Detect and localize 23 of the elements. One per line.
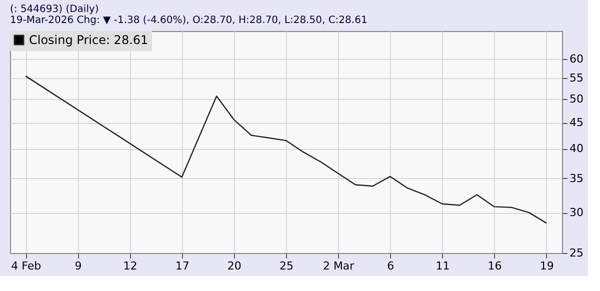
x-tick-label: 11 (436, 260, 450, 272)
x-tick-label: 17 (175, 260, 190, 272)
chart-title: (: 544693) (Daily) (10, 4, 99, 15)
y-tick-label: 50 (570, 92, 584, 106)
x-tick-label: 16 (488, 260, 502, 272)
x-tick-label: 6 (387, 260, 394, 272)
x-tick-label: 20 (227, 260, 242, 272)
y-tick-label: 25 (570, 246, 584, 260)
y-tick-label: 60 (570, 52, 584, 66)
y-tick-label: 45 (570, 116, 584, 130)
y-tick-label: 40 (570, 142, 584, 156)
x-tick-label: 25 (280, 260, 294, 272)
x-tick-label: 2 Mar (322, 260, 355, 272)
x-tick-label: 9 (74, 260, 82, 272)
y-tick-label: 55 (570, 72, 584, 85)
x-tick-label: 4 Feb (11, 260, 42, 272)
chart-subtitle: 19-Mar-2026 Chg: ▼ -1.38 (-4.60%), O:28.70, H:28.70, L:28.50, C:28.61 (10, 15, 368, 26)
y-tick-label: 35 (570, 172, 584, 185)
y-tick-label: 30 (570, 206, 584, 220)
x-tick-label: 19 (540, 260, 554, 272)
legend-label: Closing Price: 28.61 (29, 33, 148, 47)
line-series (25, 75, 547, 224)
x-tick-label: 12 (123, 260, 138, 272)
